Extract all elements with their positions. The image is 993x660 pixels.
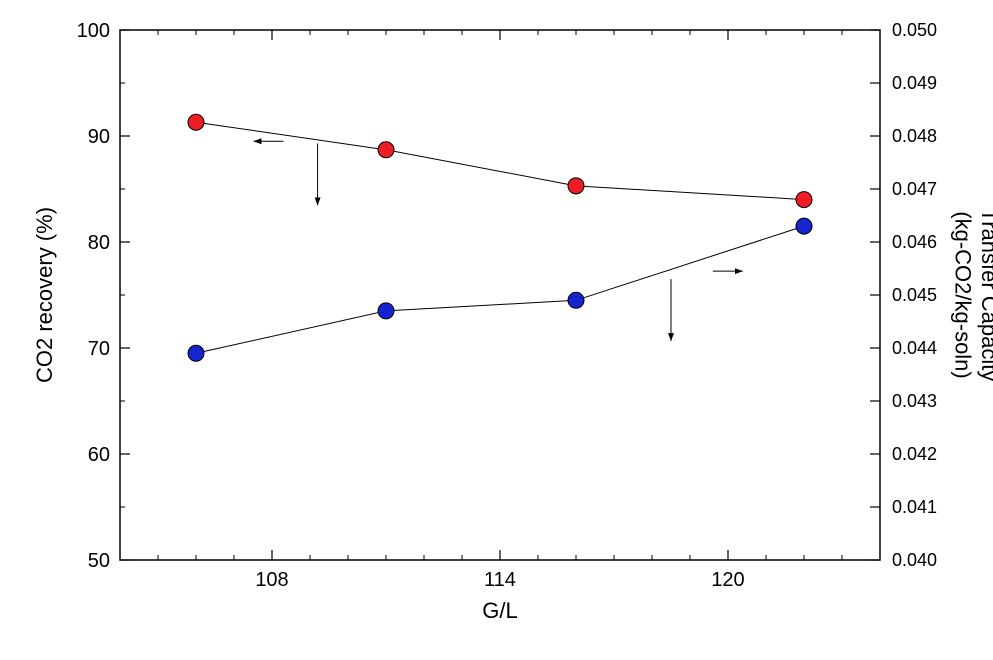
marker-co2-recovery xyxy=(378,142,394,158)
marker-transfer-capacity xyxy=(568,292,584,308)
y-right-tick-label: 0.043 xyxy=(892,391,937,411)
x-axis-label: G/L xyxy=(482,598,517,623)
y-left-tick-label: 50 xyxy=(88,550,110,572)
y-right-tick-label: 0.044 xyxy=(892,338,937,358)
dual-axis-chart: 108 114 120 50 60 70 80 90 100 0.040 0.041 0.042 0.0… xyxy=(0,0,993,660)
y-right-tick-label: 0.046 xyxy=(892,232,937,252)
y-left-axis-label: CO2 recovery (%) xyxy=(32,207,57,383)
y-right-tick-label: 0.047 xyxy=(892,179,937,199)
y-right-tick-label: 0.049 xyxy=(892,73,937,93)
y-right-tick-label: 0.042 xyxy=(892,444,937,464)
y-right-tick-label: 0.050 xyxy=(892,20,937,40)
y-right-tick-label: 0.048 xyxy=(892,126,937,146)
chart-bg xyxy=(0,0,993,660)
marker-co2-recovery xyxy=(796,192,812,208)
y-right-tick-label: 0.041 xyxy=(892,497,937,517)
marker-co2-recovery xyxy=(568,178,584,194)
x-tick-label: 108 xyxy=(255,569,288,591)
x-tick-label: 114 xyxy=(484,569,516,591)
chart-container: 108 114 120 50 60 70 80 90 100 0.040 0.041 0.042 0.0… xyxy=(0,0,993,660)
y-right-axis-label: Transfer Capacity(kg-CO2/kg-soln) xyxy=(951,209,993,382)
marker-co2-recovery xyxy=(188,114,204,130)
x-tick-label: 120 xyxy=(711,569,744,591)
y-left-tick-label: 80 xyxy=(88,232,110,254)
marker-transfer-capacity xyxy=(378,303,394,319)
y-left-tick-label: 70 xyxy=(88,338,110,360)
marker-transfer-capacity xyxy=(188,345,204,361)
y-left-tick-label: 90 xyxy=(88,126,110,148)
y-left-tick-label: 60 xyxy=(88,444,110,466)
y-right-tick-label: 0.045 xyxy=(892,285,937,305)
y-right-tick-label: 0.040 xyxy=(892,550,937,570)
marker-transfer-capacity xyxy=(796,218,812,234)
y-left-tick-label: 100 xyxy=(77,20,110,42)
